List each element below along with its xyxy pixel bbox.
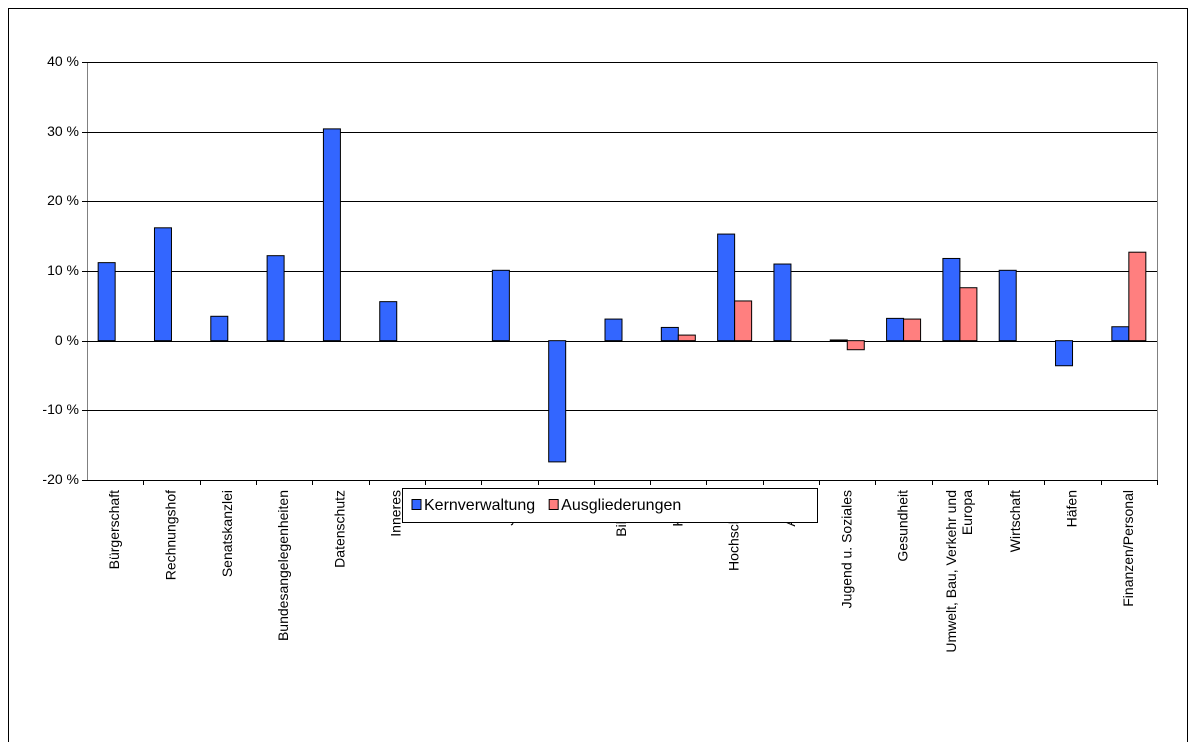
- bar: [717, 233, 736, 342]
- bar: [604, 318, 623, 342]
- bar: [773, 263, 792, 342]
- x-tick-label-line: Senatskanzlei: [218, 490, 234, 577]
- x-tick-label-line: Wirtschaft: [1007, 490, 1023, 552]
- y-tick-label: -10 %: [42, 401, 79, 417]
- bar: [266, 255, 285, 342]
- bar: [1128, 251, 1147, 342]
- bar: [97, 262, 116, 342]
- bar: [903, 318, 922, 342]
- x-tick-label: Bürgerschaft: [106, 490, 122, 569]
- bar: [998, 269, 1017, 342]
- bar: [322, 128, 341, 342]
- chart-border: [8, 8, 1188, 742]
- bar: [1111, 326, 1130, 342]
- y-tick-label: 40 %: [47, 53, 79, 69]
- x-tick-label-line: Rechnungshof: [162, 490, 178, 580]
- bar: [846, 340, 865, 351]
- y-tick-label: 10 %: [47, 262, 79, 278]
- bar: [491, 269, 510, 342]
- x-tick-label-line: Gesundheit: [894, 490, 910, 562]
- x-tick-label: Datenschutz: [331, 490, 347, 568]
- x-tick-label-line: Jugend u. Soziales: [838, 490, 854, 608]
- bar: [548, 340, 567, 463]
- bar: [379, 301, 398, 342]
- bar: [153, 227, 172, 342]
- bar: [959, 287, 978, 342]
- x-tick-label-line: Inneres: [387, 490, 403, 537]
- x-tick-label-line: Umwelt, Bau, Verkehr und: [943, 490, 959, 653]
- x-tick-label-line: Häfen: [1063, 490, 1079, 527]
- bar: [942, 257, 961, 342]
- bar: [1055, 340, 1074, 367]
- y-tick-label: 30 %: [47, 123, 79, 139]
- legend-swatch: [548, 499, 559, 510]
- bar: [210, 315, 229, 342]
- x-tick-label: Umwelt, Bau, Verkehr undEuropa: [943, 490, 975, 653]
- x-tick-label: Senatskanzlei: [218, 490, 234, 577]
- y-tick-label: 20 %: [47, 192, 79, 208]
- x-tick-label-line: Bürgerschaft: [106, 490, 122, 569]
- legend-label: Kernverwaltung: [424, 497, 535, 514]
- bar: [886, 317, 905, 342]
- legend-swatch: [411, 499, 422, 510]
- x-tick-label-line: Finanzen/Personal: [1120, 490, 1136, 607]
- bar: [677, 334, 696, 342]
- x-tick-label: Häfen: [1063, 490, 1079, 527]
- bar: [829, 339, 848, 342]
- bar: [734, 300, 753, 342]
- x-tick-label-line: Datenschutz: [331, 490, 347, 568]
- x-tick-label-line: Europa: [959, 490, 975, 535]
- x-tick-label: Inneres: [387, 490, 403, 537]
- legend-box: [402, 488, 818, 523]
- x-tick-label: Jugend u. Soziales: [838, 490, 854, 608]
- y-tick-label: -20 %: [42, 471, 79, 487]
- x-tick-label: Rechnungshof: [162, 490, 178, 580]
- x-tick-label: Wirtschaft: [1007, 490, 1023, 552]
- x-tick-label: Gesundheit: [894, 490, 910, 562]
- x-tick-label: Finanzen/Personal: [1120, 490, 1136, 607]
- x-tick-label-line: Bundesangelegenheiten: [275, 490, 291, 641]
- y-tick-label: 0 %: [55, 332, 79, 348]
- bar: [660, 326, 679, 342]
- legend-label: Ausgliederungen: [561, 497, 681, 514]
- x-tick-label: Bundesangelegenheiten: [275, 490, 291, 641]
